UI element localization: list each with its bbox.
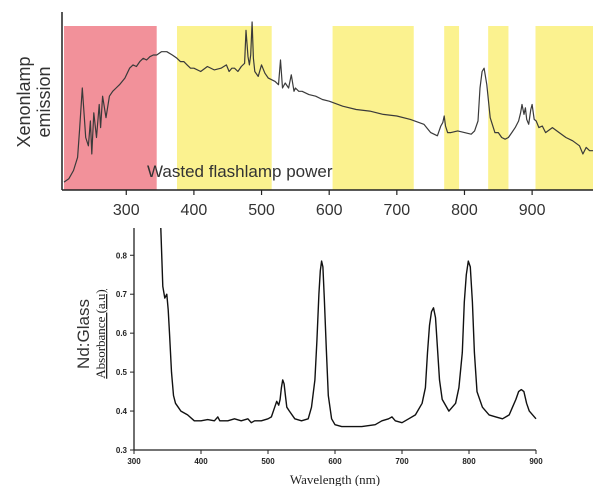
ndglass-absorbance-line — [160, 227, 537, 428]
bottom-y-tick-label: 0.4 — [116, 407, 128, 416]
absorption-band-1 — [176, 26, 272, 190]
top-x-tick-label: 500 — [248, 202, 275, 219]
bottom-y-tick-label: 0.5 — [116, 368, 128, 377]
top-x-ticks: 300 400 500 600 700 800 900 — [113, 190, 546, 219]
top-x-tick-label: 600 — [316, 202, 343, 219]
bottom-x-tick-label: 700 — [395, 457, 409, 466]
bottom-x-tick-label: 500 — [261, 457, 275, 466]
absorption-bands — [64, 26, 593, 190]
top-x-tick-label: 800 — [451, 202, 478, 219]
absorption-band-0 — [64, 26, 157, 190]
bottom-axes — [133, 228, 536, 451]
bottom-xlabel: Wavelength (nm) — [290, 472, 380, 486]
bottom-x-tick-label: 400 — [194, 457, 208, 466]
bottom-y-tick-label: 0.7 — [116, 290, 128, 299]
bottom-y-tick-label: 0.8 — [116, 251, 128, 260]
bottom-y-tick-label: 0.3 — [116, 446, 128, 455]
bottom-x-tick-label: 300 — [127, 457, 141, 466]
top-axes — [61, 12, 593, 191]
bottom-x-ticks: 300 400 500 600 700 800 900 — [127, 450, 543, 466]
bottom-y-tick-label: 0.6 — [116, 329, 128, 338]
bottom-x-tick-label: 900 — [529, 457, 543, 466]
top-x-tick-label: 300 — [113, 202, 140, 219]
xenon-emission-chart: 300 400 500 600 700 800 900 Wasted flashlamp p… — [14, 12, 593, 219]
top-ylabel-line2: emission — [34, 66, 54, 137]
top-x-tick-label: 900 — [519, 202, 546, 219]
ndglass-absorbance-series — [160, 227, 537, 428]
bottom-x-tick-label: 800 — [462, 457, 476, 466]
ndglass-absorbance-chart: 300 400 500 600 700 800 900 0.3 0.4 0.5 0.6 0.7 0.8… — [74, 227, 543, 486]
top-x-tick-label: 700 — [383, 202, 410, 219]
absorption-band-2 — [332, 26, 414, 190]
absorption-band-5 — [535, 26, 593, 190]
bottom-x-tick-label: 600 — [328, 457, 342, 466]
bottom-ylabel-line1: Nd:Glass — [74, 299, 93, 369]
absorption-band-4 — [488, 26, 509, 190]
bottom-ylabel-line2: Absorbance (a.u) — [93, 289, 108, 379]
xenon-emission-line — [63, 21, 593, 183]
absorption-band-3 — [444, 26, 460, 190]
xenon-emission-series — [63, 21, 593, 183]
top-ylabel-line1: Xenonlamp — [14, 56, 34, 147]
bottom-y-ticks: 0.3 0.4 0.5 0.6 0.7 0.8 — [116, 251, 134, 455]
top-annotation: Wasted flashlamp power — [147, 162, 333, 181]
top-x-tick-label: 400 — [181, 202, 208, 219]
